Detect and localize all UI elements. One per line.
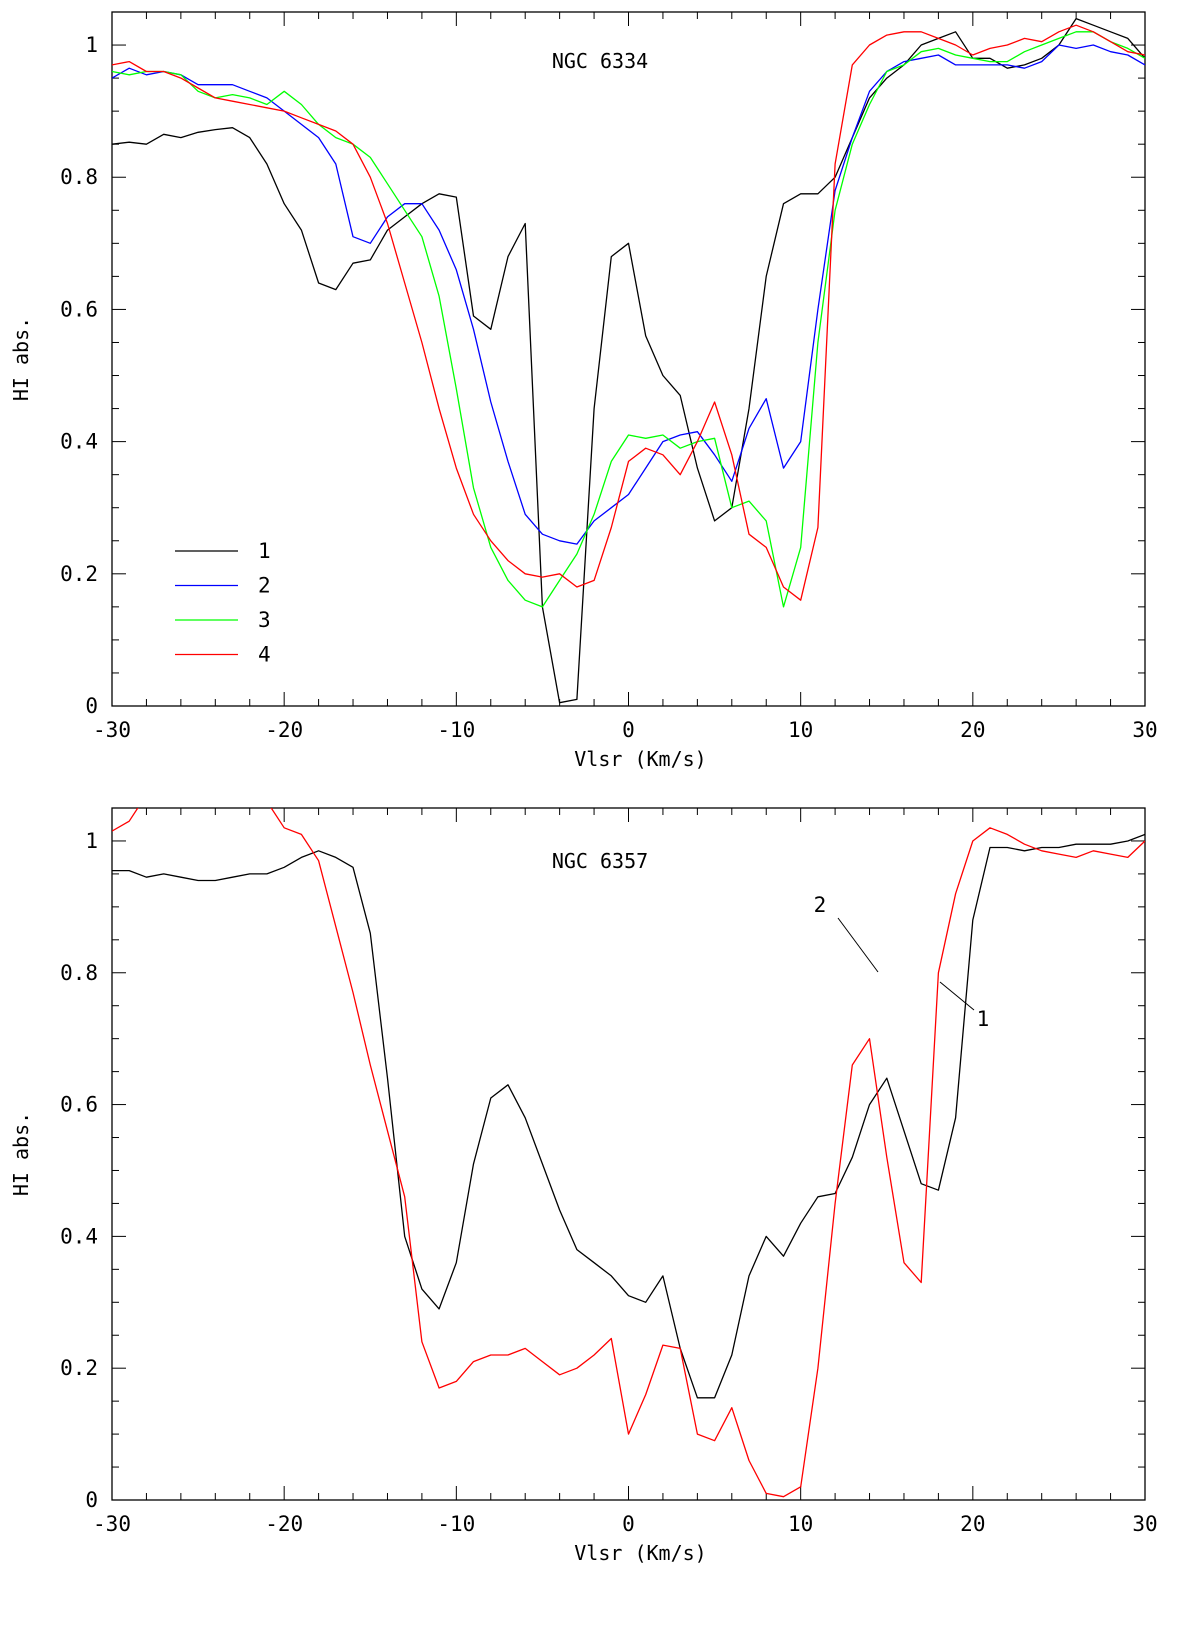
x-tick-label: 10 <box>788 1512 813 1536</box>
series-line-2 <box>112 808 1145 1498</box>
y-tick-label: 0 <box>85 694 98 718</box>
annotation-label: 2 <box>814 893 827 917</box>
y-tick-label: 0.8 <box>60 165 98 189</box>
series-line-4 <box>112 24 1145 601</box>
y-tick-label: 0.6 <box>60 297 98 321</box>
y-axis-label: HI abs. <box>9 317 33 401</box>
chart-title: NGC 6334 <box>552 49 648 73</box>
y-tick-label: 0.4 <box>60 1224 98 1248</box>
x-axis-label: Vlsr (Km/s) <box>574 747 706 771</box>
x-tick-label: -30 <box>93 1512 131 1536</box>
x-tick-label: -10 <box>437 1512 475 1536</box>
chart-title: NGC 6357 <box>552 849 648 873</box>
x-tick-label: 30 <box>1132 1512 1157 1536</box>
series-line-2 <box>112 44 1145 545</box>
x-axis-label: Vlsr (Km/s) <box>574 1541 706 1565</box>
y-tick-label: 0.6 <box>60 1093 98 1117</box>
legend-label: 2 <box>258 574 271 598</box>
chart-panel-2: -30 -20 -10 0 10 20 30 0 0.2 0.4 0.6 0.8 1 Vlsr (Km/s… <box>9 807 1158 1565</box>
y-tick-label: 0.8 <box>60 961 98 985</box>
y-tick-label: 0.2 <box>60 562 98 586</box>
y-tick-label: 1 <box>85 829 98 853</box>
series-line-3 <box>112 31 1145 608</box>
series-line-1 <box>112 17 1145 704</box>
series-line-1 <box>112 833 1145 1399</box>
plot-frame <box>111 11 1146 707</box>
legend-label: 4 <box>258 643 271 667</box>
y-tick-label: 0 <box>85 1488 98 1512</box>
annotation-leader <box>837 917 879 973</box>
y-tick-label: 0.4 <box>60 430 98 454</box>
x-tick-label: 0 <box>622 1512 635 1536</box>
y-axis-label: HI abs. <box>9 1112 33 1196</box>
x-tick-label: -20 <box>265 1512 303 1536</box>
series-group <box>112 808 1145 1498</box>
x-tick-label: -30 <box>93 718 131 742</box>
chart-panel-1: -30 -20 -10 0 10 20 30 0 0.2 0.4 0.6 0.8 1 Vlsr (Km/s… <box>9 11 1158 771</box>
plot-frame <box>111 807 1146 1501</box>
x-tick-label: -10 <box>437 718 475 742</box>
annotation-label: 1 <box>977 1007 990 1031</box>
x-tick-label: 20 <box>960 718 985 742</box>
x-tick-label: 10 <box>788 718 813 742</box>
y-tick-label: 1 <box>85 33 98 57</box>
x-tick-label: 20 <box>960 1512 985 1536</box>
x-tick-label: -20 <box>265 718 303 742</box>
legend-label: 1 <box>258 539 271 563</box>
x-tick-label: 30 <box>1132 718 1157 742</box>
legend-label: 3 <box>258 608 271 632</box>
annotation-leader <box>939 981 975 1011</box>
y-tick-label: 0.2 <box>60 1356 98 1380</box>
series-group <box>112 17 1145 704</box>
legend: 1 2 3 4 <box>175 539 271 667</box>
x-tick-label: 0 <box>622 718 635 742</box>
